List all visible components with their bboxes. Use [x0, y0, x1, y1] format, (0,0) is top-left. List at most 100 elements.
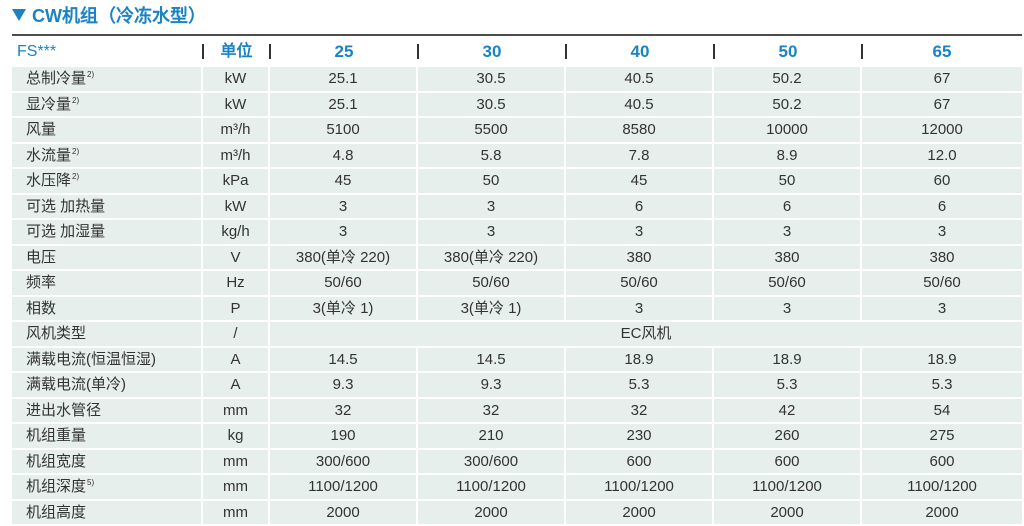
value-cell-65: 50/60 [862, 271, 1022, 297]
value-cell-30: 5.8 [418, 143, 566, 169]
value-cell-50: 10000 [714, 118, 862, 144]
row-unit: Hz [203, 271, 270, 297]
value-cell-50: 50 [714, 169, 862, 195]
merged-value-cell: EC风机 [270, 322, 1022, 348]
footnote-marker: 2) [72, 146, 80, 156]
row-label-cell: 显冷量2) [12, 92, 203, 118]
section-title: CW机组（冷冻水型） [12, 2, 206, 28]
row-label-cell: 风机类型 [12, 322, 203, 348]
value-cell-40: 1100/1200 [566, 475, 714, 501]
value-cell-40: 40.5 [566, 92, 714, 118]
value-cell-30: 14.5 [418, 347, 566, 373]
spec-row: 机组宽度 mm 300/600 300/600 600 600 600 [12, 449, 1022, 475]
value-cell-30: 50/60 [418, 271, 566, 297]
value-cell-50: 380 [714, 245, 862, 271]
row-label-cell: 可选 加湿量 [12, 220, 203, 246]
value-cell-65: 1100/1200 [862, 475, 1022, 501]
value-cell-40: 380 [566, 245, 714, 271]
value-cell-65: 12.0 [862, 143, 1022, 169]
value-cell-25: 300/600 [270, 449, 418, 475]
spec-row: 风机类型 / EC风机 [12, 322, 1022, 348]
spec-row: 机组深度5) mm 1100/1200 1100/1200 1100/1200 1100/… [12, 475, 1022, 501]
row-unit: mm [203, 475, 270, 501]
row-label: 满载电流(恒温恒湿) [26, 350, 156, 368]
value-cell-50: 50.2 [714, 67, 862, 93]
value-cell-50: 50/60 [714, 271, 862, 297]
row-label: 可选 加热量 [26, 197, 106, 215]
spec-row: 进出水管径 mm 32 32 32 42 54 [12, 398, 1022, 424]
value-cell-50: 8.9 [714, 143, 862, 169]
value-cell-40: 40.5 [566, 67, 714, 93]
row-label-cell: 相数 [12, 296, 203, 322]
footnote-marker: 2) [72, 95, 80, 105]
value-cell-65: 3 [862, 296, 1022, 322]
row-unit: kW [203, 67, 270, 93]
value-cell-25: 3 [270, 194, 418, 220]
section-title-text: CW机组（冷冻水型） [32, 6, 206, 26]
value-cell-30: 3 [418, 220, 566, 246]
value-cell-25: 3(单冷 1) [270, 296, 418, 322]
row-unit: m³/h [203, 118, 270, 144]
row-label: 机组宽度 [26, 452, 87, 470]
value-cell-30: 32 [418, 398, 566, 424]
row-label-cell: 水压降2) [12, 169, 203, 195]
row-label-cell: 满载电流(恒温恒湿) [12, 347, 203, 373]
value-cell-25: 2000 [270, 500, 418, 526]
value-cell-50: 50.2 [714, 92, 862, 118]
row-label-cell: 机组宽度 [12, 449, 203, 475]
value-cell-65: 600 [862, 449, 1022, 475]
value-cell-50: 18.9 [714, 347, 862, 373]
row-unit: / [203, 322, 270, 348]
value-cell-30: 300/600 [418, 449, 566, 475]
value-cell-25: 3 [270, 220, 418, 246]
value-cell-30: 30.5 [418, 67, 566, 93]
row-unit: V [203, 245, 270, 271]
footnote-marker: 5) [87, 478, 95, 487]
triangle-down-icon [12, 9, 26, 21]
value-cell-65: 54 [862, 398, 1022, 424]
spec-row: 显冷量2) kW 25.1 30.5 40.5 50.2 67 [12, 92, 1022, 118]
value-cell-25: 50/60 [270, 271, 418, 297]
value-cell-30: 9.3 [418, 373, 566, 399]
value-cell-65: 67 [862, 92, 1022, 118]
model-header-30: 30 [418, 38, 567, 65]
value-cell-40: 18.9 [566, 347, 714, 373]
value-cell-50: 260 [714, 424, 862, 450]
model-header-50: 50 [714, 38, 863, 65]
row-label-cell: 频率 [12, 271, 203, 297]
row-label-cell: 可选 加热量 [12, 194, 203, 220]
value-cell-40: 3 [566, 296, 714, 322]
row-unit: kg [203, 424, 270, 450]
value-cell-65: 5.3 [862, 373, 1022, 399]
spec-row: 水流量2) m³/h 4.8 5.8 7.8 8.9 12.0 [12, 143, 1022, 169]
spec-row: 电压 V 380(单冷 220) 380(单冷 220) 380 380 380 [12, 245, 1022, 271]
spec-row: 水压降2) kPa 45 50 45 50 60 [12, 169, 1022, 195]
value-cell-50: 6 [714, 194, 862, 220]
row-label-cell: 满载电流(单冷) [12, 373, 203, 399]
value-cell-30: 210 [418, 424, 566, 450]
model-header-65: 65 [932, 42, 952, 61]
spec-row: 频率 Hz 50/60 50/60 50/60 50/60 50/60 [12, 271, 1022, 297]
value-cell-40: 5.3 [566, 373, 714, 399]
row-label: 频率 [26, 274, 57, 291]
value-cell-25: 1100/1200 [270, 475, 418, 501]
value-cell-40: 230 [566, 424, 714, 450]
value-cell-25: 4.8 [270, 143, 418, 169]
table-header: FS*** 单位 25 30 40 50 65 [12, 38, 1022, 65]
value-cell-65: 60 [862, 169, 1022, 195]
value-cell-40: 2000 [566, 500, 714, 526]
spec-row: 满载电流(单冷) A 9.3 9.3 5.3 5.3 5.3 [12, 373, 1022, 399]
row-label-cell: 电压 [12, 245, 203, 271]
value-cell-25: 14.5 [270, 347, 418, 373]
value-cell-30: 3 [418, 194, 566, 220]
row-label: 可选 加湿量 [26, 223, 106, 240]
value-cell-65: 380 [862, 245, 1022, 271]
row-label: 风机类型 [26, 325, 87, 342]
value-cell-65: 18.9 [862, 347, 1022, 373]
unit-header: 单位 [203, 38, 271, 65]
value-cell-40: 3 [566, 220, 714, 246]
model-header-25: 25 [270, 38, 419, 65]
value-cell-25: 380(单冷 220) [270, 245, 418, 271]
spec-row: 满载电流(恒温恒湿) A 14.5 14.5 18.9 18.9 18.9 [12, 347, 1022, 373]
value-cell-25: 9.3 [270, 373, 418, 399]
